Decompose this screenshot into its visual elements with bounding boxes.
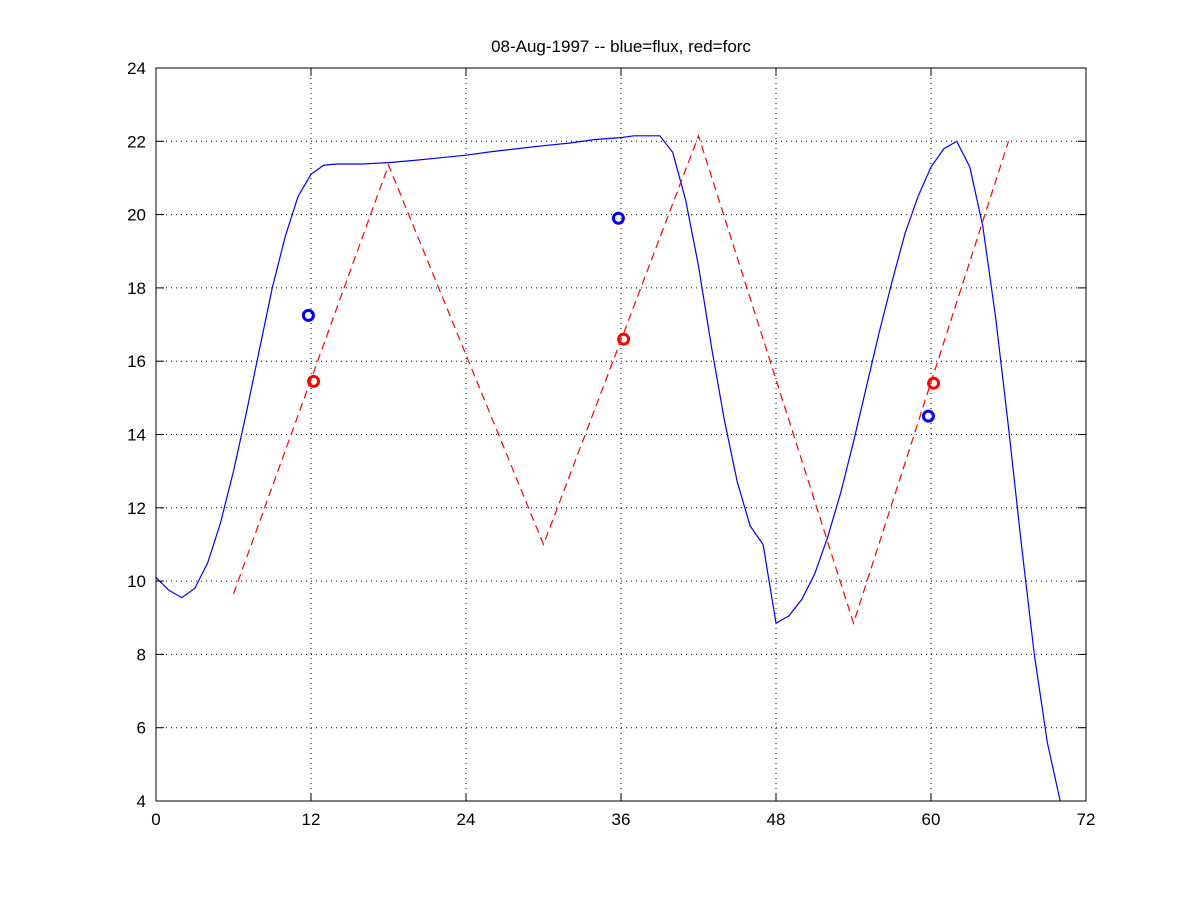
y-tick-label: 24 [127, 59, 146, 78]
y-tick-label: 8 [137, 645, 146, 664]
blue-circle-marker [301, 308, 315, 322]
y-tick-label: 18 [127, 279, 146, 298]
y-tick-label: 20 [127, 206, 146, 225]
y-tick-label: 10 [127, 572, 146, 591]
red-circle-marker [927, 376, 941, 390]
x-tick-label: 60 [922, 810, 941, 829]
blue-circle-marker [611, 211, 625, 225]
red-circle-marker [617, 332, 631, 346]
chart-title: 08-Aug-1997 -- blue=flux, red=forc [491, 37, 751, 56]
x-tick-label: 72 [1077, 810, 1096, 829]
red-circle-marker [307, 374, 321, 388]
y-tick-label: 6 [137, 719, 146, 738]
x-tick-label: 0 [151, 810, 160, 829]
y-tick-label: 12 [127, 499, 146, 518]
x-tick-label: 24 [457, 810, 476, 829]
series-layer [155, 133, 1061, 802]
x-tick-label: 36 [612, 810, 631, 829]
y-tick-label: 14 [127, 426, 146, 445]
series-line-blue-solid [155, 135, 1061, 802]
x-tick-label: 12 [302, 810, 321, 829]
blue-circle-marker [921, 409, 935, 423]
grid-lines [156, 68, 1086, 801]
y-tick-label: 16 [127, 352, 146, 371]
axis-ticks: 0 12 24 36 48 60 72 4 6 8 10 12 14 16 18 20 22 24 [127, 59, 1095, 829]
series-line-red-dashed [232, 133, 1010, 626]
y-tick-label: 4 [137, 792, 146, 811]
y-tick-label: 22 [127, 132, 146, 151]
x-tick-label: 48 [767, 810, 786, 829]
marker-layer [301, 211, 941, 423]
